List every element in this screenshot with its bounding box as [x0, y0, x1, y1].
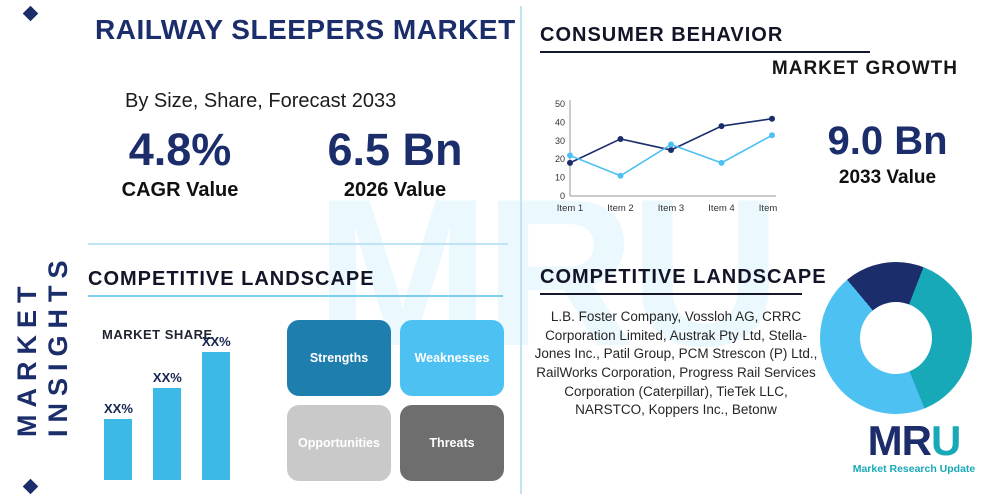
swot-weaknesses-label: Weaknesses	[414, 351, 490, 365]
logo-letter-r: R	[901, 417, 932, 464]
bar	[153, 388, 182, 480]
bar-item: XX%	[153, 370, 182, 480]
company-list: L.B. Foster Company, Vossloh AG, CRRC Co…	[534, 309, 818, 418]
logo-tagline: Market Research Update	[852, 463, 976, 475]
consumer-behavior-heading: CONSUMER BEHAVIOR	[540, 24, 784, 46]
mru-logo: MRU Market Research Update	[838, 417, 990, 476]
svg-text:30: 30	[555, 136, 565, 146]
svg-text:10: 10	[555, 173, 565, 183]
bar-value-label: XX%	[152, 370, 182, 385]
bar-value-label: XX%	[104, 401, 133, 416]
horizontal-divider-left	[88, 243, 508, 245]
logo-letter-m: M	[867, 417, 903, 464]
swot-threats-label: Threats	[429, 436, 475, 450]
bar	[104, 419, 133, 480]
swot-strengths-label: Strengths	[309, 351, 369, 365]
market-share-bar-chart: XX% XX% XX%	[104, 334, 234, 480]
diamond-accent-top-icon	[22, 5, 39, 22]
market-share-label: MARKET SHARE	[102, 327, 213, 342]
svg-text:Item 1: Item 1	[557, 203, 583, 214]
donut-hole	[860, 302, 932, 374]
bar	[202, 352, 231, 480]
consumer-behavior-underline	[540, 51, 870, 53]
diamond-accent-bottom-icon	[22, 478, 39, 495]
subtitle: By Size, Share, Forecast 2033	[125, 90, 397, 112]
mru-logo-letters: MRU	[867, 417, 962, 464]
consumer-behavior-line-chart: 0 10 20 30 40 50 Item 1 Item 2 Item 3 Item 4 Item …	[540, 96, 785, 226]
market-growth-heading: MARKET GROWTH	[771, 58, 958, 79]
swot-threats-tile: Threats	[400, 405, 504, 481]
svg-text:40: 40	[555, 117, 565, 127]
forecast-value: 9.0 Bn	[827, 119, 948, 163]
logo-letter-u: U	[931, 417, 961, 464]
swot-weaknesses-tile: Weaknesses	[400, 320, 504, 396]
cagr-label: CAGR Value	[121, 178, 239, 201]
svg-text:50: 50	[555, 99, 565, 109]
competitive-landscape-right-heading: COMPETITIVE LANDSCAPE	[540, 266, 827, 288]
page-title: RAILWAY SLEEPERS MARKET	[95, 14, 516, 45]
base-year-stat: 6.5 Bn 2026 Value	[305, 124, 485, 202]
key-stats-row: 4.8% CAGR Value 6.5 Bn 2026 Value	[95, 124, 485, 202]
svg-text:0: 0	[560, 191, 565, 201]
bar-item: XX%	[104, 401, 133, 480]
base-year-label: 2026 Value	[343, 178, 447, 201]
svg-text:Item 4: Item 4	[708, 203, 734, 214]
swot-grid: Strengths Weaknesses Opportunities Threa…	[287, 320, 504, 481]
swot-opportunities-label: Opportunities	[298, 436, 380, 450]
swot-opportunities-tile: Opportunities	[287, 405, 391, 481]
vertical-divider	[520, 6, 522, 494]
svg-text:Item 3: Item 3	[658, 203, 684, 214]
cagr-stat: 4.8% CAGR Value	[95, 124, 265, 202]
cagr-value: 4.8%	[128, 124, 232, 175]
svg-text:Item 2: Item 2	[607, 203, 633, 214]
forecast-stat: 9.0 Bn 2033 Value	[800, 118, 975, 189]
market-share-donut-chart	[820, 262, 972, 414]
base-year-value: 6.5 Bn	[327, 124, 463, 175]
forecast-label: 2033 Value	[838, 167, 937, 188]
svg-text:20: 20	[555, 154, 565, 164]
bar-item: XX%	[202, 334, 231, 480]
competitive-landscape-left-underline	[88, 295, 503, 297]
competitive-landscape-left-heading: COMPETITIVE LANDSCAPE	[88, 268, 375, 290]
bar-value-label: XX%	[201, 334, 231, 349]
svg-text:Item 5: Item 5	[759, 203, 780, 214]
competitive-landscape-right-underline	[540, 293, 802, 295]
sidebar-vertical-title: MARKET INSIGHTS	[12, 253, 73, 437]
swot-strengths-tile: Strengths	[287, 320, 391, 396]
